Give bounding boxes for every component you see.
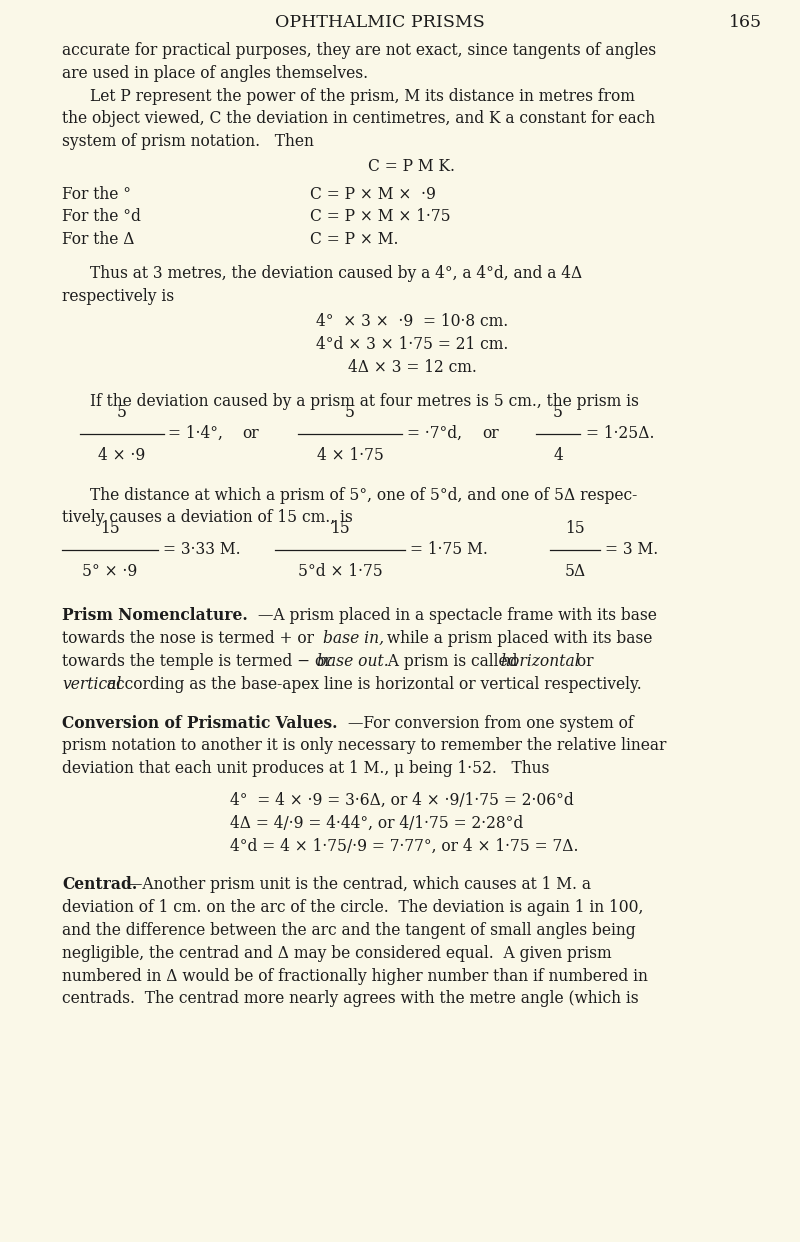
Text: or: or: [242, 425, 258, 442]
Text: 4°d × 3 × 1·75 = 21 cm.: 4°d × 3 × 1·75 = 21 cm.: [316, 337, 508, 353]
Text: centrads.  The centrad more nearly agrees with the metre angle (which is: centrads. The centrad more nearly agrees…: [62, 990, 638, 1007]
Text: 5° × ·9: 5° × ·9: [82, 564, 138, 580]
Text: and the difference between the arc and the tangent of small angles being: and the difference between the arc and t…: [62, 922, 636, 939]
Text: —A prism placed in a spectacle frame with its base: —A prism placed in a spectacle frame wit…: [258, 607, 657, 625]
Text: Let P represent the power of the prism, M its distance in metres from: Let P represent the power of the prism, …: [90, 88, 635, 104]
Text: 5: 5: [553, 404, 563, 421]
Text: base in,: base in,: [323, 630, 384, 647]
Text: 165: 165: [729, 14, 762, 31]
Text: Conversion of Prismatic Values.: Conversion of Prismatic Values.: [62, 714, 338, 732]
Text: C = P × M × 1·75: C = P × M × 1·75: [310, 209, 450, 226]
Text: 4Δ = 4/·9 = 4·44°, or 4/1·75 = 2·28°d: 4Δ = 4/·9 = 4·44°, or 4/1·75 = 2·28°d: [230, 815, 523, 832]
Text: = 3·33 M.: = 3·33 M.: [163, 542, 241, 558]
Text: Centrad.: Centrad.: [62, 877, 138, 893]
Text: 4°d = 4 × 1·75/·9 = 7·77°, or 4 × 1·75 = 7Δ.: 4°d = 4 × 1·75/·9 = 7·77°, or 4 × 1·75 =…: [230, 837, 578, 854]
Text: = 1·25Δ.: = 1·25Δ.: [586, 425, 654, 442]
Text: 4 × ·9: 4 × ·9: [98, 447, 146, 465]
Text: the object viewed, C the deviation in centimetres, and K a constant for each: the object viewed, C the deviation in ce…: [62, 111, 655, 128]
Text: Thus at 3 metres, the deviation caused by a 4°, a 4°d, and a 4Δ: Thus at 3 metres, the deviation caused b…: [90, 266, 582, 282]
Text: or: or: [482, 425, 498, 442]
Text: accurate for practical purposes, they are not exact, since tangents of angles: accurate for practical purposes, they ar…: [62, 42, 656, 60]
Text: horizontal: horizontal: [500, 653, 580, 669]
Text: 15: 15: [100, 520, 120, 538]
Text: respectively is: respectively is: [62, 288, 174, 306]
Text: For the °: For the °: [62, 185, 131, 202]
Text: = 3 M.: = 3 M.: [605, 542, 658, 558]
Text: base out.: base out.: [317, 653, 389, 669]
Text: The distance at which a prism of 5°, one of 5°d, and one of 5Δ respec-: The distance at which a prism of 5°, one…: [90, 487, 638, 503]
Text: If the deviation caused by a prism at four metres is 5 cm., the prism is: If the deviation caused by a prism at fo…: [90, 394, 639, 410]
Text: = ·7°d,: = ·7°d,: [407, 425, 462, 442]
Text: 15: 15: [565, 520, 585, 538]
Text: 5: 5: [117, 404, 127, 421]
Text: tively causes a deviation of 15 cm., is: tively causes a deviation of 15 cm., is: [62, 509, 353, 527]
Text: = 1·4°,: = 1·4°,: [168, 425, 223, 442]
Text: deviation of 1 cm. on the arc of the circle.  The deviation is again 1 in 100,: deviation of 1 cm. on the arc of the cir…: [62, 899, 643, 917]
Text: 5: 5: [345, 404, 355, 421]
Text: prism notation to another it is only necessary to remember the relative linear: prism notation to another it is only nec…: [62, 738, 666, 754]
Text: C = P × M ×  ·9: C = P × M × ·9: [310, 185, 436, 202]
Text: 4Δ × 3 = 12 cm.: 4Δ × 3 = 12 cm.: [347, 359, 477, 376]
Text: For the Δ: For the Δ: [62, 231, 134, 248]
Text: towards the nose is termed + or: towards the nose is termed + or: [62, 630, 319, 647]
Text: system of prism notation.   Then: system of prism notation. Then: [62, 133, 314, 150]
Text: towards the temple is termed − or: towards the temple is termed − or: [62, 653, 337, 669]
Text: A prism is called: A prism is called: [378, 653, 522, 669]
Text: 15: 15: [330, 520, 350, 538]
Text: —For conversion from one system of: —For conversion from one system of: [348, 714, 634, 732]
Text: —Another prism unit is the centrad, which causes at 1 M. a: —Another prism unit is the centrad, whic…: [127, 877, 591, 893]
Text: 4 × 1·75: 4 × 1·75: [317, 447, 383, 465]
Text: numbered in Δ would be of fractionally higher number than if numbered in: numbered in Δ would be of fractionally h…: [62, 968, 648, 985]
Text: while a prism placed with its base: while a prism placed with its base: [382, 630, 652, 647]
Text: vertical: vertical: [62, 676, 122, 693]
Text: For the °d: For the °d: [62, 209, 141, 226]
Text: C = P M K.: C = P M K.: [369, 158, 455, 175]
Text: 4°  = 4 × ·9 = 3·6Δ, or 4 × ·9/1·75 = 2·06°d: 4° = 4 × ·9 = 3·6Δ, or 4 × ·9/1·75 = 2·0…: [230, 792, 574, 809]
Text: deviation that each unit produces at 1 M., μ being 1·52.   Thus: deviation that each unit produces at 1 M…: [62, 760, 550, 777]
Text: = 1·75 M.: = 1·75 M.: [410, 542, 488, 558]
Text: 4°  × 3 ×  ·9  = 10·8 cm.: 4° × 3 × ·9 = 10·8 cm.: [316, 313, 508, 330]
Text: negligible, the centrad and Δ may be considered equal.  A given prism: negligible, the centrad and Δ may be con…: [62, 945, 612, 961]
Text: according as the base-apex line is horizontal or vertical respectively.: according as the base-apex line is horiz…: [102, 676, 642, 693]
Text: are used in place of angles themselves.: are used in place of angles themselves.: [62, 65, 368, 82]
Text: C = P × M.: C = P × M.: [310, 231, 398, 248]
Text: Prism Nomenclature.: Prism Nomenclature.: [62, 607, 248, 625]
Text: 5°d × 1·75: 5°d × 1·75: [298, 564, 382, 580]
Text: 4: 4: [553, 447, 563, 465]
Text: 5Δ: 5Δ: [564, 564, 586, 580]
Text: or: or: [572, 653, 594, 669]
Text: OPHTHALMIC PRISMS: OPHTHALMIC PRISMS: [275, 14, 485, 31]
